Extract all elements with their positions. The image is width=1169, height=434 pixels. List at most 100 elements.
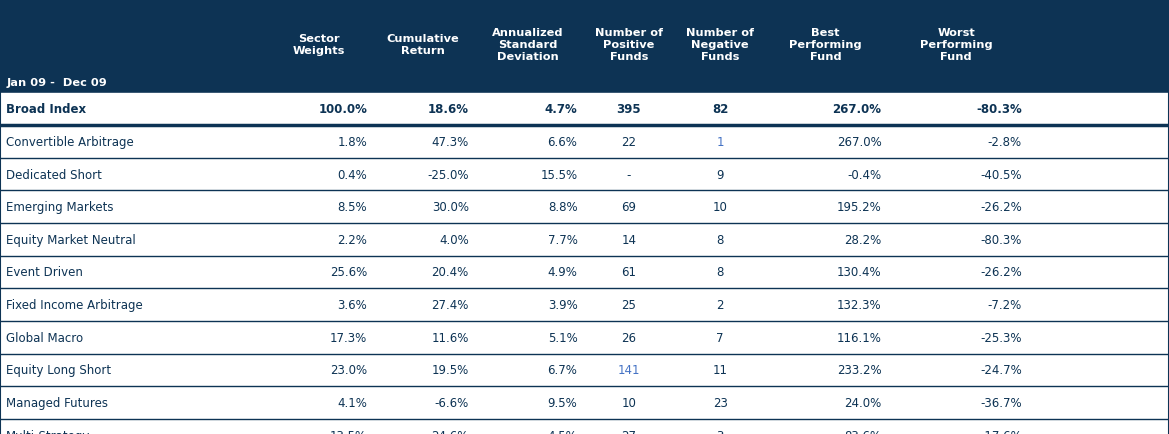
Text: 267.0%: 267.0% — [832, 103, 881, 116]
Text: -80.3%: -80.3% — [981, 233, 1022, 246]
Bar — [0, 386, 1169, 419]
Text: 83.6%: 83.6% — [844, 429, 881, 434]
Bar — [0, 126, 1169, 158]
Text: Annualized
Standard
Deviation: Annualized Standard Deviation — [492, 27, 563, 62]
Text: -26.2%: -26.2% — [980, 266, 1022, 279]
Text: 267.0%: 267.0% — [837, 136, 881, 148]
Text: 2.2%: 2.2% — [337, 233, 367, 246]
Text: 7.7%: 7.7% — [547, 233, 577, 246]
Text: Event Driven: Event Driven — [6, 266, 83, 279]
Text: -6.6%: -6.6% — [435, 396, 469, 409]
Text: 4.7%: 4.7% — [545, 103, 577, 116]
Text: Broad Index: Broad Index — [6, 103, 87, 116]
Text: 4.9%: 4.9% — [547, 266, 577, 279]
Text: 116.1%: 116.1% — [837, 331, 881, 344]
Text: 3.9%: 3.9% — [548, 299, 577, 311]
Bar — [0, 354, 1169, 386]
Text: Jan 09 -  Dec 09: Jan 09 - Dec 09 — [7, 78, 108, 88]
Text: 18.6%: 18.6% — [428, 103, 469, 116]
Bar — [0, 256, 1169, 289]
Text: 4.0%: 4.0% — [440, 233, 469, 246]
Text: Global Macro: Global Macro — [6, 331, 83, 344]
Text: 233.2%: 233.2% — [837, 364, 881, 376]
Text: 13.5%: 13.5% — [330, 429, 367, 434]
Text: Equity Long Short: Equity Long Short — [6, 364, 111, 376]
Bar — [0, 419, 1169, 434]
Text: 20.4%: 20.4% — [431, 266, 469, 279]
Text: 15.5%: 15.5% — [540, 168, 577, 181]
Text: 23.0%: 23.0% — [330, 364, 367, 376]
Bar — [0, 0, 1169, 93]
Text: 27.4%: 27.4% — [431, 299, 469, 311]
Text: 14: 14 — [622, 233, 636, 246]
Text: 10: 10 — [713, 201, 727, 214]
Text: -40.5%: -40.5% — [980, 168, 1022, 181]
Text: 4.1%: 4.1% — [337, 396, 367, 409]
Text: Emerging Markets: Emerging Markets — [6, 201, 113, 214]
Text: 8.5%: 8.5% — [338, 201, 367, 214]
Text: 26: 26 — [622, 331, 636, 344]
Text: 30.0%: 30.0% — [431, 201, 469, 214]
Bar — [0, 158, 1169, 191]
Text: -25.3%: -25.3% — [980, 331, 1022, 344]
Bar — [0, 224, 1169, 256]
Text: 10: 10 — [622, 396, 636, 409]
Text: -17.6%: -17.6% — [980, 429, 1022, 434]
Text: 141: 141 — [617, 364, 641, 376]
Text: 23: 23 — [713, 396, 727, 409]
Text: -: - — [627, 168, 631, 181]
Text: 82: 82 — [712, 103, 728, 116]
Text: 4.5%: 4.5% — [548, 429, 577, 434]
Text: 0.4%: 0.4% — [338, 168, 367, 181]
Bar — [0, 321, 1169, 354]
Text: Number of
Negative
Funds: Number of Negative Funds — [686, 27, 754, 62]
Text: 27: 27 — [622, 429, 636, 434]
Text: 8: 8 — [717, 266, 724, 279]
Text: -7.2%: -7.2% — [988, 299, 1022, 311]
Text: 69: 69 — [622, 201, 636, 214]
Text: 28.2%: 28.2% — [844, 233, 881, 246]
Bar — [0, 289, 1169, 321]
Text: 47.3%: 47.3% — [431, 136, 469, 148]
Text: 24.0%: 24.0% — [844, 396, 881, 409]
Text: Best
Performing
Fund: Best Performing Fund — [789, 27, 862, 62]
Text: Number of
Positive
Funds: Number of Positive Funds — [595, 27, 663, 62]
Text: 6.7%: 6.7% — [547, 364, 577, 376]
Text: Convertible Arbitrage: Convertible Arbitrage — [6, 136, 133, 148]
Text: 3: 3 — [717, 429, 724, 434]
Text: -80.3%: -80.3% — [976, 103, 1022, 116]
Text: -25.0%: -25.0% — [427, 168, 469, 181]
Text: 61: 61 — [622, 266, 636, 279]
Text: Cumulative
Return: Cumulative Return — [386, 33, 459, 56]
Text: 8.8%: 8.8% — [548, 201, 577, 214]
Text: -0.4%: -0.4% — [848, 168, 881, 181]
Text: 100.0%: 100.0% — [318, 103, 367, 116]
Text: 22: 22 — [622, 136, 636, 148]
Text: 25.6%: 25.6% — [330, 266, 367, 279]
Text: 2: 2 — [717, 299, 724, 311]
Text: 11: 11 — [713, 364, 727, 376]
Bar — [0, 93, 1169, 126]
Text: Dedicated Short: Dedicated Short — [6, 168, 102, 181]
Text: 195.2%: 195.2% — [837, 201, 881, 214]
Text: Worst
Performing
Fund: Worst Performing Fund — [920, 27, 992, 62]
Text: -2.8%: -2.8% — [988, 136, 1022, 148]
Text: 8: 8 — [717, 233, 724, 246]
Text: 7: 7 — [717, 331, 724, 344]
Text: 9: 9 — [717, 168, 724, 181]
Text: 25: 25 — [622, 299, 636, 311]
Text: 1: 1 — [717, 136, 724, 148]
Text: Fixed Income Arbitrage: Fixed Income Arbitrage — [6, 299, 143, 311]
Text: 1.8%: 1.8% — [338, 136, 367, 148]
Text: 5.1%: 5.1% — [548, 331, 577, 344]
Text: 17.3%: 17.3% — [330, 331, 367, 344]
Text: 19.5%: 19.5% — [431, 364, 469, 376]
Text: 24.6%: 24.6% — [431, 429, 469, 434]
Bar — [0, 191, 1169, 224]
Text: Equity Market Neutral: Equity Market Neutral — [6, 233, 136, 246]
Text: -26.2%: -26.2% — [980, 201, 1022, 214]
Text: Multi-Strategy: Multi-Strategy — [6, 429, 90, 434]
Text: 11.6%: 11.6% — [431, 331, 469, 344]
Text: 132.3%: 132.3% — [837, 299, 881, 311]
Text: -36.7%: -36.7% — [980, 396, 1022, 409]
